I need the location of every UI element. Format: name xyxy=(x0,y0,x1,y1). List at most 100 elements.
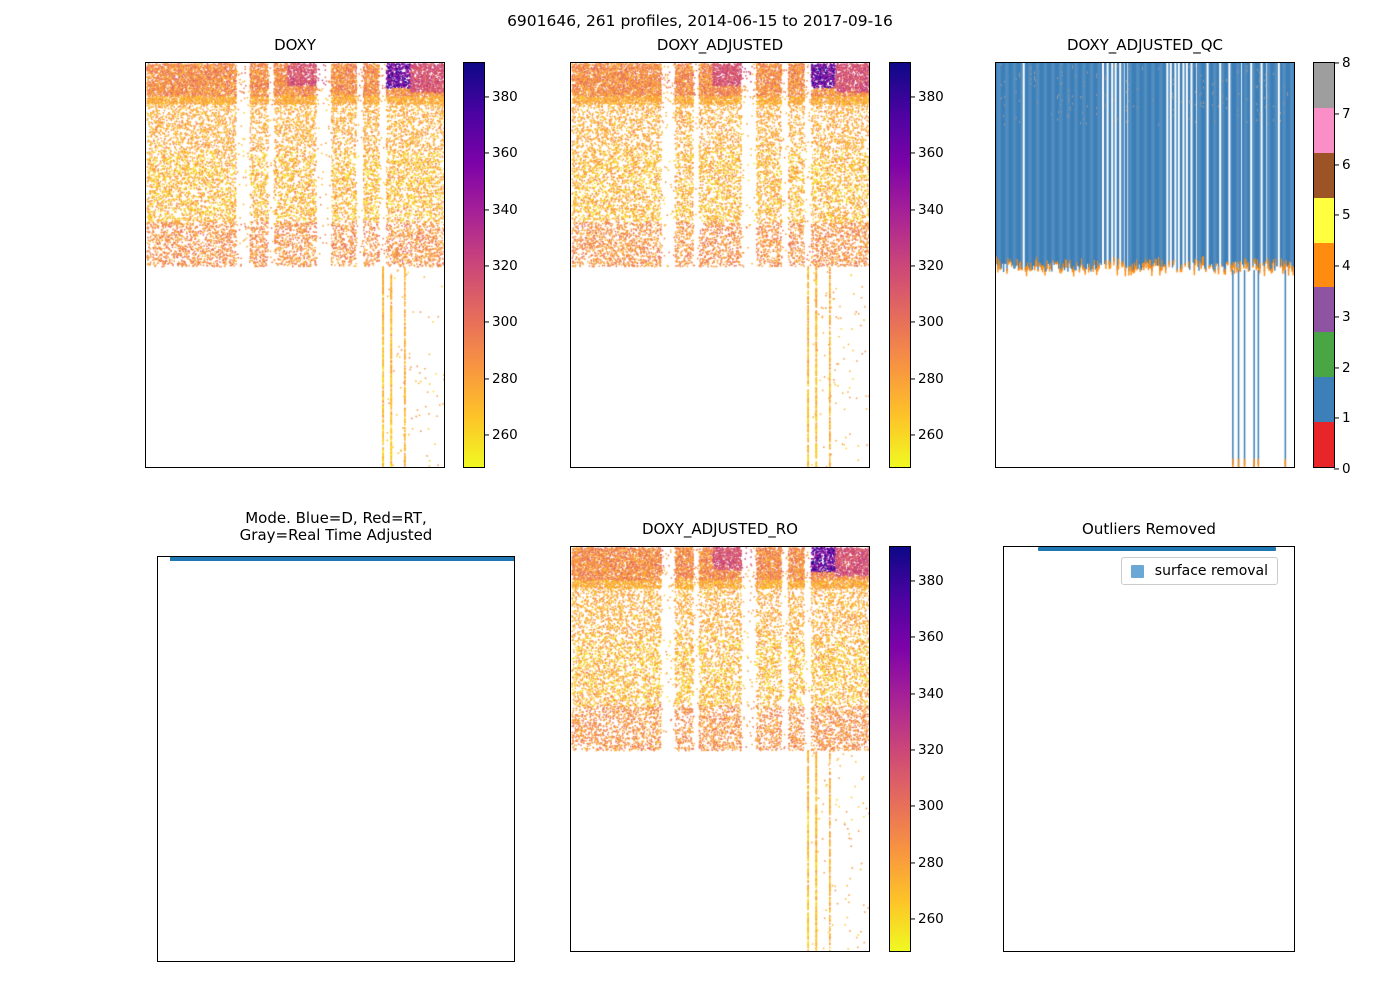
colorbar-tick-mark xyxy=(1334,417,1339,419)
colorbar-tick-mark xyxy=(910,265,915,267)
colorbar-tick-mark xyxy=(910,693,915,695)
ytick-mark xyxy=(145,62,146,63)
colorbar-tick-mark xyxy=(484,434,489,436)
colorbar-doxy_adjusted: 260 280 300 320 340 360 380 xyxy=(889,62,944,468)
ytick-mark xyxy=(995,418,996,419)
colorbar-doxy_adjusted_qc: 0 1 2 3 4 5 6 7 8 xyxy=(1313,55,1351,477)
axes-title-doxy: DOXY xyxy=(274,36,316,54)
xtick-mark xyxy=(287,467,288,468)
data-layer-doxy_adjusted_qc xyxy=(996,63,1294,467)
colorbar-tick-label: 300 xyxy=(918,314,944,331)
colorbar-tick-mark xyxy=(910,636,915,638)
colorbar-tick-label: 320 xyxy=(918,742,944,758)
ytick-mark xyxy=(1003,597,1004,598)
colorbar-tick-label: 320 xyxy=(492,258,518,274)
ytick-mark xyxy=(570,648,571,649)
colorbar-tick-mark xyxy=(1334,214,1339,216)
colorbar-tick-label: 380 xyxy=(492,88,518,105)
xtick-mark xyxy=(227,961,228,962)
axes-title-mode: Mode. Blue=D, Red=RT, Gray=Real Time Adj… xyxy=(239,509,433,544)
colorbar-tick-mark xyxy=(1334,468,1339,470)
axes-title-doxy_adjusted_ro: DOXY_ADJUSTED_RO xyxy=(642,520,798,538)
ytick-mark xyxy=(157,759,158,760)
colorbar-tick-mark xyxy=(1334,163,1339,166)
colorbar-tick-mark xyxy=(484,321,489,323)
ytick-mark xyxy=(145,367,146,368)
ytick-mark xyxy=(570,597,571,598)
colorbar-tick-label: 380 xyxy=(918,88,944,105)
surface-removal-band xyxy=(1037,547,1276,552)
colorbar-tick-mark xyxy=(910,434,915,436)
xtick-mark xyxy=(1150,951,1151,952)
ytick-mark xyxy=(1003,546,1004,547)
colorbar-tick-mark xyxy=(1334,366,1339,369)
colorbar-segment-qc-8 xyxy=(1314,63,1334,108)
colorbar-tick-label: 280 xyxy=(918,854,944,871)
ytick-mark xyxy=(570,316,571,317)
colorbar-tick-label: 260 xyxy=(918,911,944,928)
colorbar-segment-qc-0 xyxy=(1314,422,1334,467)
data-layer-doxy_adjusted_ro xyxy=(571,547,869,951)
axes-title-outliers_removed: Outliers Removed xyxy=(1082,520,1216,538)
xtick-mark xyxy=(378,467,379,468)
ytick-mark xyxy=(570,418,571,419)
xtick-mark xyxy=(280,961,281,962)
ytick-mark xyxy=(570,546,571,547)
colorbar-tick-label: 1 xyxy=(1342,410,1351,427)
colorbar-tick-label: 5 xyxy=(1342,207,1351,224)
colorbar-tick-label: 6 xyxy=(1342,156,1351,173)
data-layer-doxy xyxy=(146,63,444,467)
colorbar-doxy_adjusted_ro: 260 280 300 320 340 360 380 xyxy=(889,546,944,952)
xtick-mark xyxy=(1046,467,1047,468)
colorbar-tick-label: 340 xyxy=(492,201,518,218)
colorbar-tick-mark xyxy=(1334,62,1339,64)
colorbar-tick-mark xyxy=(910,580,915,582)
data-layer-doxy_adjusted xyxy=(571,63,869,467)
xtick-mark xyxy=(621,467,622,468)
colorbar-tick-label: 280 xyxy=(918,370,944,387)
xtick-mark xyxy=(1004,951,1005,952)
legend-label-surface-removal: surface removal xyxy=(1154,563,1269,579)
xtick-mark xyxy=(803,467,804,468)
plot-area-doxy_adjusted_ro: 0250500750100012501500175020002015201620… xyxy=(570,546,870,952)
colorbar-segment-qc-1 xyxy=(1314,377,1334,423)
legend-marker-surface-removal xyxy=(1130,564,1144,578)
colorbar-tick-mark xyxy=(910,321,915,323)
colorbar-tick-mark xyxy=(910,805,915,807)
xtick-mark xyxy=(386,961,387,962)
colorbar-tick-label: 360 xyxy=(918,145,944,162)
axes-title-doxy_adjusted: DOXY_ADJUSTED xyxy=(656,36,784,54)
ytick-mark xyxy=(995,367,996,368)
colorbar-tick-mark xyxy=(910,378,915,380)
plot-area-doxy_adjusted_qc: 0250500750100012501500175020002015201620… xyxy=(995,62,1295,468)
colorbar-tick-mark xyxy=(484,96,489,98)
ytick-mark xyxy=(570,265,571,266)
ytick-mark xyxy=(145,113,146,114)
ytick-mark xyxy=(1003,749,1004,750)
ytick-mark xyxy=(1003,902,1004,903)
ytick-mark xyxy=(995,113,996,114)
plot-area-doxy_adjusted: 0250500750100012501500175020002015201620… xyxy=(570,62,870,468)
colorbar-tick-mark xyxy=(910,918,915,920)
colorbar-tick-label: 300 xyxy=(492,314,518,331)
plot-area-outliers_removed: surface removal0250500750100012501500175… xyxy=(1003,546,1295,952)
ytick-mark xyxy=(570,113,571,114)
ytick-mark xyxy=(145,265,146,266)
colorbar-tick-label: 320 xyxy=(918,258,944,274)
colorbar-segment-qc-7 xyxy=(1314,107,1334,153)
ytick-mark xyxy=(570,367,571,368)
colorbar-tick-label: 3 xyxy=(1342,308,1351,325)
xtick-mark xyxy=(440,961,441,962)
xtick-mark xyxy=(712,951,713,952)
xtick-mark xyxy=(803,951,804,952)
colorbar-segment-qc-5 xyxy=(1314,197,1334,243)
ytick-mark xyxy=(570,902,571,903)
colorbar-tick-mark xyxy=(484,209,489,211)
ytick-mark xyxy=(995,62,996,63)
ytick-mark xyxy=(570,699,571,700)
colorbar-tick-label: 260 xyxy=(918,427,944,444)
ytick-mark xyxy=(1003,800,1004,801)
colorbar-tick-label: 8 xyxy=(1342,55,1351,71)
ytick-mark xyxy=(1003,851,1004,852)
